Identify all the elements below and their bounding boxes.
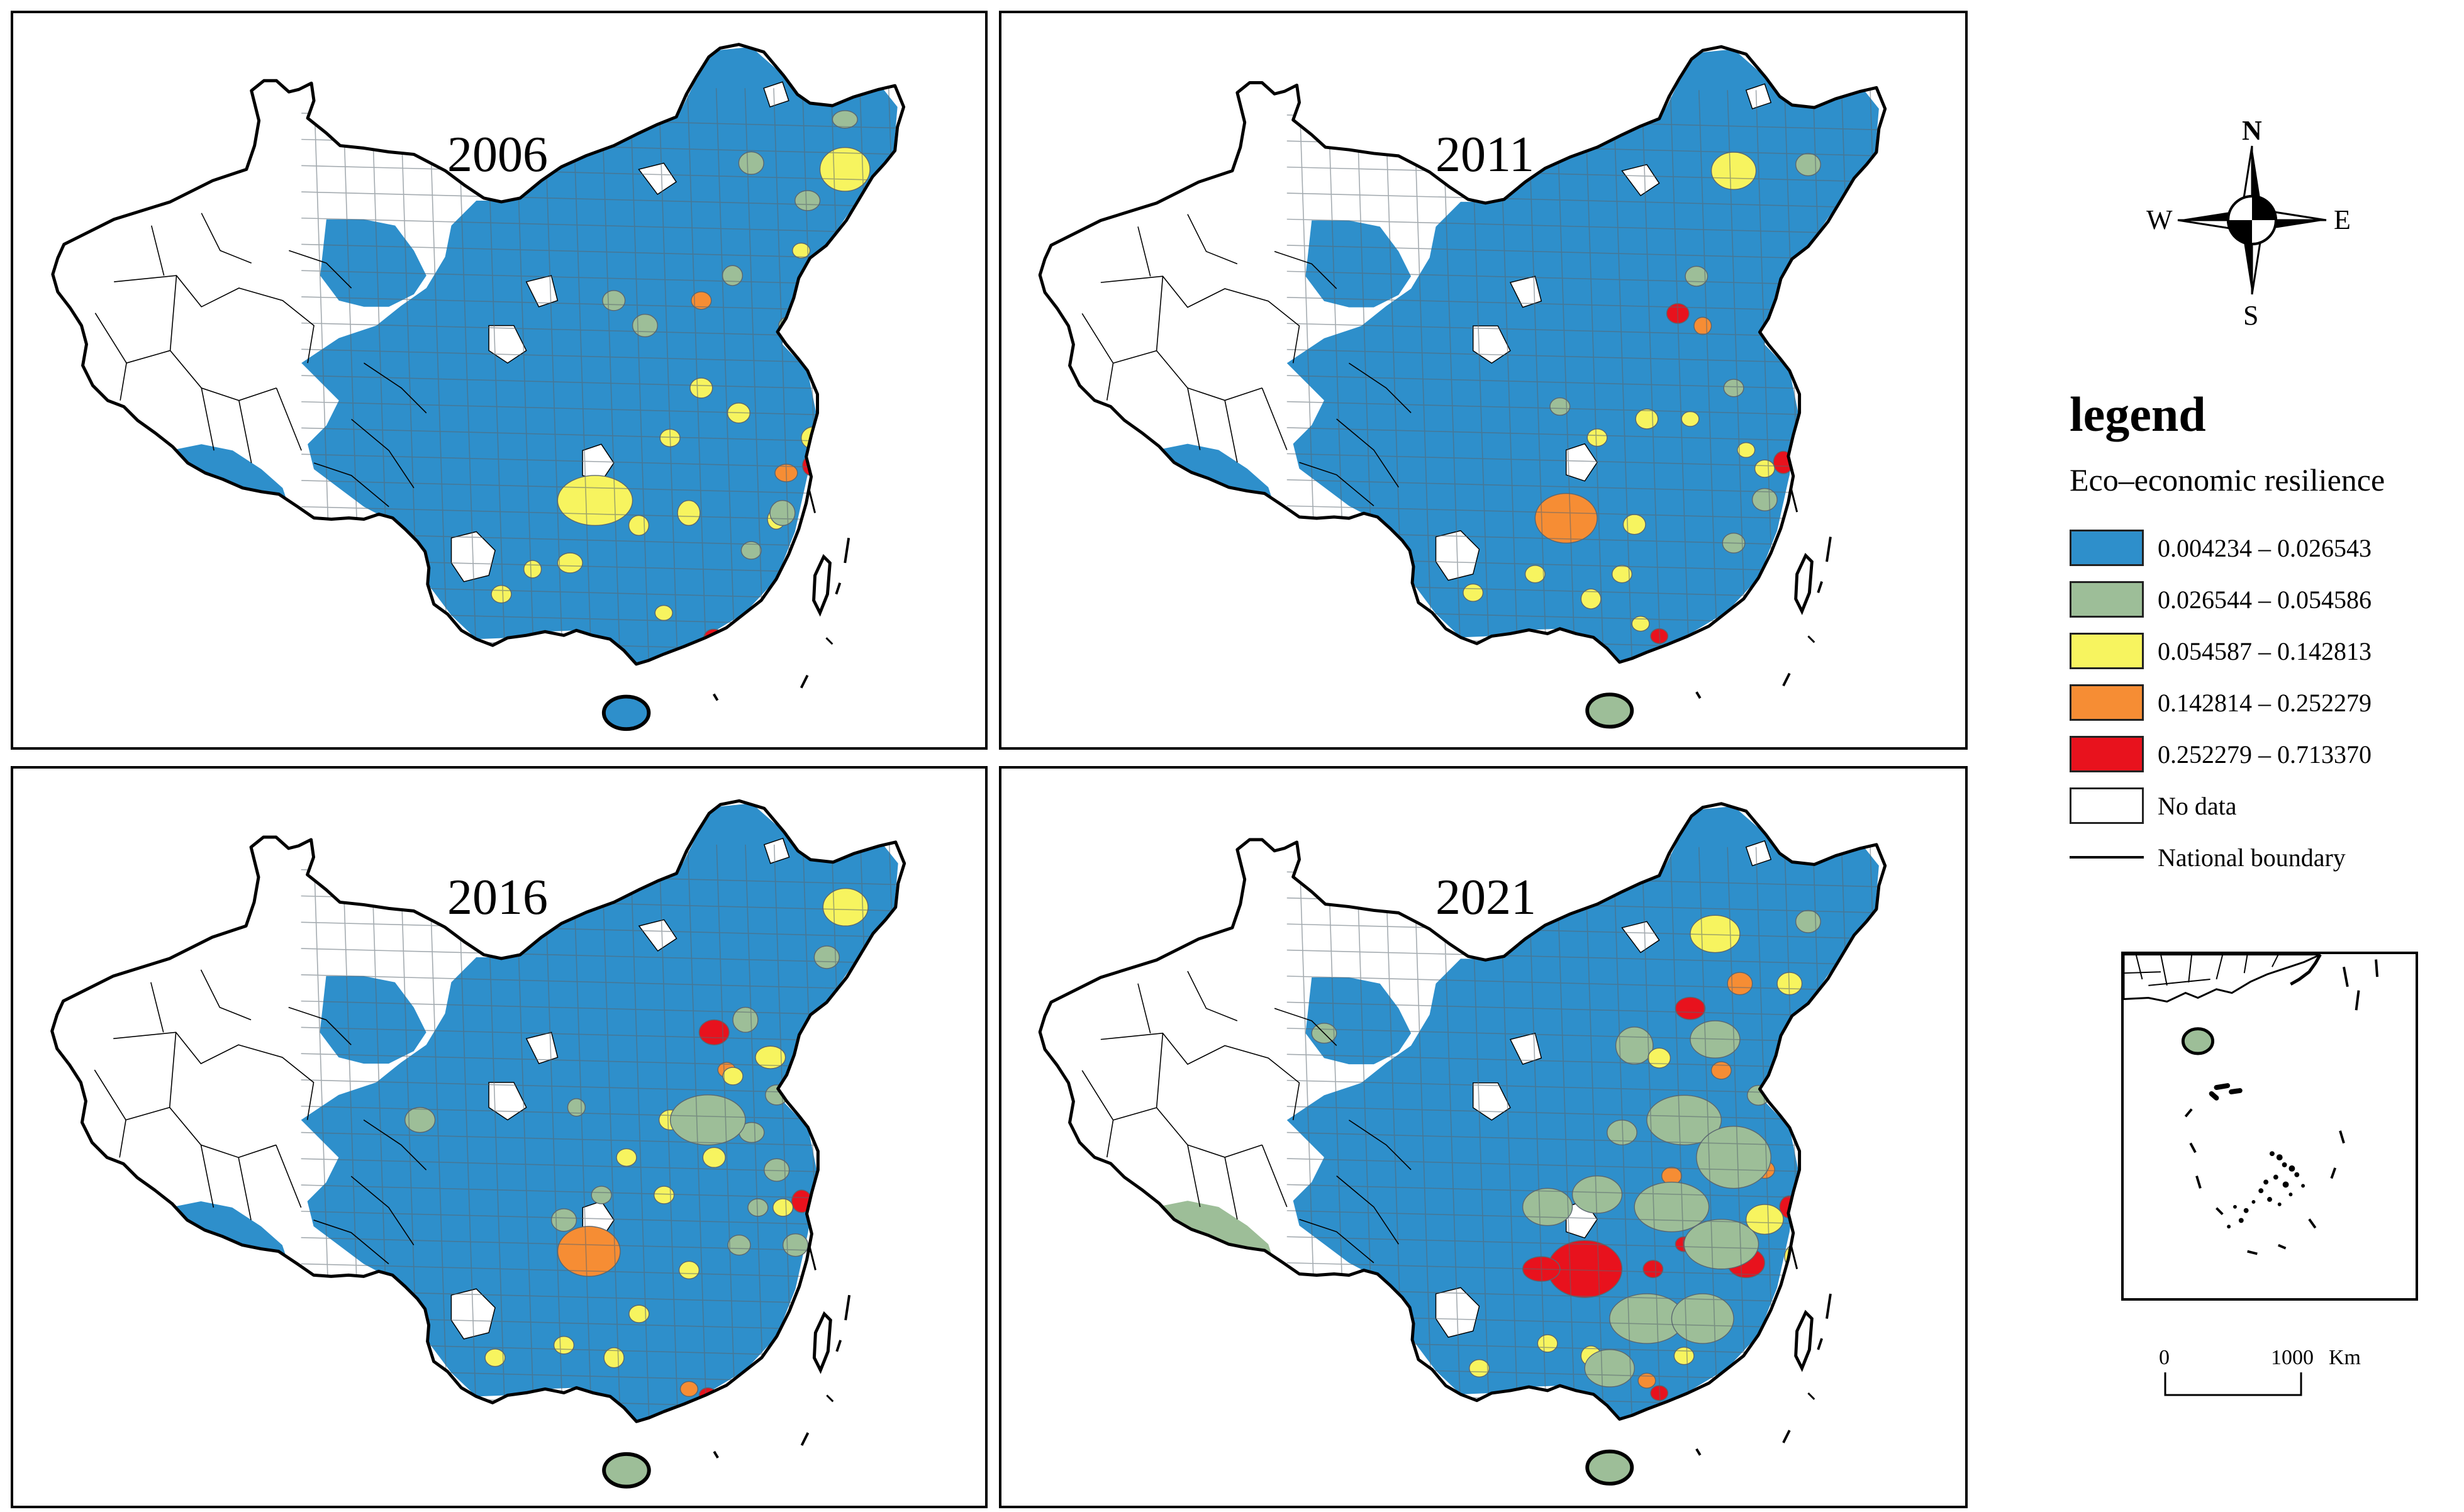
legend-item-class-2: 0.026544 – 0.054586 [2070,574,2460,625]
legend-swatch [2070,581,2144,618]
scale-bar: 0 1000 Km [2159,1346,2361,1403]
scale-start-label: 0 [2159,1346,2170,1369]
north-arrow-compass: N S W E [2146,115,2353,333]
legend-item-class-4: 0.142814 – 0.252279 [2070,677,2460,728]
legend-swatch [2070,633,2144,669]
legend-swatch [2070,684,2144,721]
legend-item-national-boundary: National boundary [2070,831,2460,883]
compass-north-label: N [2242,115,2262,146]
legend-swatch [2070,736,2144,772]
legend-label: 0.054587 – 0.142813 [2158,636,2372,665]
scale-bar-line [2164,1372,2302,1396]
legend-label: National boundary [2158,843,2346,872]
legend-item-class-5: 0.252279 – 0.713370 [2070,728,2460,780]
map-panel-2011: 2011 [999,11,1968,750]
inset-map-drawing [2124,954,2379,1255]
legend-label: 0.004234 – 0.026543 [2158,533,2372,562]
legend-item-class-3: 0.054587 – 0.142813 [2070,625,2460,677]
compass-south-label: S [2243,300,2259,331]
boundary-line-symbol [2070,856,2144,859]
map-legend: legend Eco–economic resilience 0.004234 … [2070,390,2460,883]
panel-year-label: 2021 [1435,870,1536,925]
legend-swatch [2070,530,2144,566]
compass-east-label: E [2334,204,2351,235]
compass-rose-icon [2177,145,2327,295]
legend-label: 0.252279 – 0.713370 [2158,740,2372,769]
scale-unit-label: Km [2329,1346,2361,1369]
panel-year-label: 2006 [447,127,548,182]
china-map-2011 [1038,45,1887,729]
china-map-2021 [1038,802,1887,1486]
legend-label: No data [2158,791,2237,820]
legend-title: legend [2070,387,2206,442]
map-panel-2021: 2021 [999,766,1968,1508]
compass-west-label: W [2146,204,2173,235]
scale-end-label: 1000 [2271,1346,2314,1369]
legend-subtitle: Eco–economic resilience [2070,462,2385,498]
panel-year-label: 2011 [1435,127,1535,182]
legend-item-class-1: 0.004234 – 0.026543 [2070,522,2460,574]
south-china-sea-inset-map [2121,952,2418,1301]
map-panel-2016: 2016 [11,766,988,1508]
china-map-2016 [50,799,906,1489]
legend-item-no-data: No data [2070,780,2460,831]
legend-swatch [2070,787,2144,824]
legend-label: 0.142814 – 0.252279 [2158,688,2372,717]
map-panel-2006: 2006 [11,11,988,750]
china-map-2006 [51,43,906,731]
panel-year-label: 2016 [447,870,548,925]
legend-label: 0.026544 – 0.054586 [2158,585,2372,614]
